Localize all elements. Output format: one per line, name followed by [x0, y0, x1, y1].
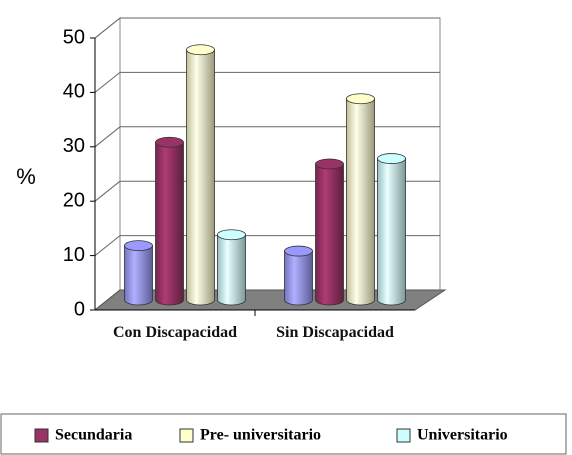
grid-line	[94, 126, 121, 148]
bar	[346, 98, 375, 306]
bar-top	[186, 44, 215, 56]
y-tick-label: 50	[63, 26, 85, 48]
bar-top	[377, 153, 406, 164]
grid-line	[94, 180, 121, 202]
legend-swatch	[396, 428, 411, 443]
bar	[155, 141, 184, 306]
bar	[217, 234, 246, 306]
bar-top	[315, 158, 344, 170]
grid-line	[94, 235, 121, 256]
bar	[315, 163, 344, 306]
legend-label: Universitario	[417, 427, 508, 444]
grid-line	[94, 72, 121, 93]
grid-line	[94, 17, 121, 39]
legend-swatch	[179, 428, 194, 443]
y-tick-label: 0	[74, 298, 85, 320]
y-tick-label: 30	[63, 135, 85, 157]
bar-top	[217, 229, 246, 241]
legend-label: Pre- universitario	[200, 427, 321, 444]
legend-box	[0, 413, 567, 455]
bar	[284, 250, 313, 306]
bar-top	[155, 136, 184, 148]
bar-top	[284, 245, 313, 257]
bar	[124, 245, 153, 306]
side-wall	[94, 16, 121, 312]
x-tick-label: Con Discapacidad	[112, 324, 238, 341]
bar-top	[124, 240, 153, 252]
x-tick-label: Sin Discapacidad	[276, 324, 394, 341]
bar	[377, 158, 406, 306]
y-tick-label: 10	[63, 244, 85, 266]
bar	[186, 49, 215, 306]
bar-top	[346, 93, 375, 105]
y-tick-label: 20	[63, 189, 85, 211]
legend-label: Secundaria	[55, 427, 132, 444]
y-axis-label: %	[16, 164, 36, 189]
legend-swatch	[34, 428, 49, 443]
y-tick-label: 40	[63, 81, 85, 103]
